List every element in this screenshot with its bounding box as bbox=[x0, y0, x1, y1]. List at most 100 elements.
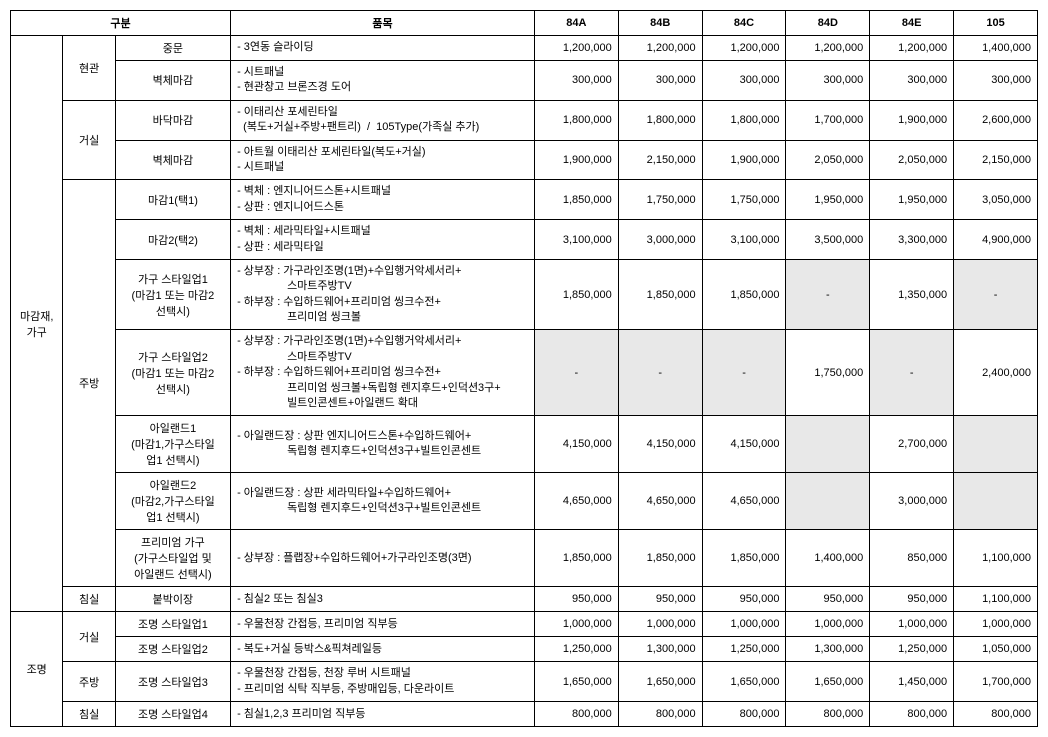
cat3-cell: 조명 스타일업4 bbox=[115, 702, 230, 727]
cat1-finishing: 마감재, 가구 bbox=[11, 36, 63, 612]
price-cell: 2,150,000 bbox=[954, 140, 1038, 180]
price-cell: 1,200,000 bbox=[702, 36, 786, 61]
item-desc: - 아일랜드장 : 상판 엔지니어드스톤+수입하드웨어+ 독립형 렌지후드+인덕… bbox=[231, 416, 535, 473]
cat3-cell: 아일랜드2 (마감2,가구스타일 업1 선택시) bbox=[115, 473, 230, 530]
desc-line: 스마트주방TV bbox=[237, 350, 528, 365]
price-cell: - bbox=[618, 330, 702, 416]
desc-line: 빌트인콘센트+아일랜드 확대 bbox=[237, 396, 528, 411]
price-cell: 3,100,000 bbox=[534, 220, 618, 260]
price-cell: 1,300,000 bbox=[618, 637, 702, 662]
price-cell: 1,850,000 bbox=[534, 259, 618, 330]
desc-line: - 시트패널 bbox=[237, 65, 528, 80]
header-84a: 84A bbox=[534, 11, 618, 36]
desc-line: - 상부장 : 가구라인조명(1면)+수입행거악세서리+ bbox=[237, 334, 528, 349]
price-cell: 2,400,000 bbox=[954, 330, 1038, 416]
desc-line: 독립형 렌지후드+인덕션3구+빌트인콘센트 bbox=[237, 501, 528, 516]
price-cell: - bbox=[534, 330, 618, 416]
price-cell: 1,250,000 bbox=[870, 637, 954, 662]
cat2-living: 거실 bbox=[63, 100, 115, 180]
desc-line: - 아트월 이태리산 포세린타일(복도+거실) bbox=[237, 145, 528, 160]
price-cell: 1,000,000 bbox=[954, 612, 1038, 637]
item-desc: - 벽체 : 세라믹타일+시트패널 - 상판 : 세라믹타일 bbox=[231, 220, 535, 260]
desc-line: - 이태리산 포세린타일 bbox=[237, 105, 528, 120]
table-row: 주방 조명 스타일업3 - 우물천장 간접등, 천장 루버 시트패널 - 프리미… bbox=[11, 662, 1038, 702]
price-cell: 1,100,000 bbox=[954, 587, 1038, 612]
price-cell: 1,100,000 bbox=[954, 530, 1038, 587]
price-cell: 1,400,000 bbox=[954, 36, 1038, 61]
header-category: 구분 bbox=[11, 11, 231, 36]
price-cell bbox=[954, 473, 1038, 530]
cat3-line: (마감1,가구스타일 bbox=[122, 436, 224, 452]
price-cell: 2,050,000 bbox=[786, 140, 870, 180]
price-cell: 1,850,000 bbox=[618, 259, 702, 330]
desc-line: - 벽체 : 엔지니어드스톤+시트패널 bbox=[237, 184, 528, 199]
price-cell: 4,650,000 bbox=[534, 473, 618, 530]
desc-line: 독립형 렌지후드+인덕션3구+빌트인콘센트 bbox=[237, 444, 528, 459]
table-row: 침실 붙박이장 - 침실2 또는 침실3 950,000 950,000 950… bbox=[11, 587, 1038, 612]
item-desc: - 이태리산 포세린타일 (복도+거실+주방+팬트리) / 105Type(가족… bbox=[231, 100, 535, 140]
price-cell: 300,000 bbox=[702, 61, 786, 101]
desc-line: - 벽체 : 세라믹타일+시트패널 bbox=[237, 224, 528, 239]
cat3-cell: 가구 스타일업2 (마감1 또는 마감2 선택시) bbox=[115, 330, 230, 416]
price-cell: 1,850,000 bbox=[534, 180, 618, 220]
price-cell: 1,800,000 bbox=[702, 100, 786, 140]
price-cell: 1,200,000 bbox=[786, 36, 870, 61]
price-cell: 800,000 bbox=[870, 702, 954, 727]
item-desc: - 시트패널 - 현관창고 브론즈경 도어 bbox=[231, 61, 535, 101]
price-cell: 300,000 bbox=[534, 61, 618, 101]
price-cell: 1,000,000 bbox=[618, 612, 702, 637]
item-desc: - 상부장 : 가구라인조명(1면)+수입행거악세서리+ 스마트주방TV - 하… bbox=[231, 330, 535, 416]
item-desc: - 상부장 : 가구라인조명(1면)+수입행거악세서리+ 스마트주방TV - 하… bbox=[231, 259, 535, 330]
price-cell: 1,950,000 bbox=[870, 180, 954, 220]
header-84e: 84E bbox=[870, 11, 954, 36]
price-cell: 1,850,000 bbox=[702, 259, 786, 330]
table-row: 벽체마감 - 시트패널 - 현관창고 브론즈경 도어 300,000 300,0… bbox=[11, 61, 1038, 101]
table-row: 아일랜드1 (마감1,가구스타일 업1 선택시) - 아일랜드장 : 상판 엔지… bbox=[11, 416, 1038, 473]
price-cell: 1,750,000 bbox=[702, 180, 786, 220]
item-desc: - 상부장 : 플랩장+수입하드웨어+가구라인조명(3면) bbox=[231, 530, 535, 587]
table-row: 가구 스타일업1 (마감1 또는 마감2 선택시) - 상부장 : 가구라인조명… bbox=[11, 259, 1038, 330]
cat3-line: (마감1 또는 마감2 bbox=[122, 287, 224, 303]
cat3-cell: 바닥마감 bbox=[115, 100, 230, 140]
table-row: 주방 마감1(택1) - 벽체 : 엔지니어드스톤+시트패널 - 상판 : 엔지… bbox=[11, 180, 1038, 220]
desc-line: - 우물천장 간접등, 천장 루버 시트패널 bbox=[237, 666, 528, 681]
table-row: 침실 조명 스타일업4 - 침실1,2,3 프리미엄 직부등 800,000 8… bbox=[11, 702, 1038, 727]
price-cell: 1,350,000 bbox=[870, 259, 954, 330]
price-cell: - bbox=[870, 330, 954, 416]
desc-line: - 상판 : 세라믹타일 bbox=[237, 240, 528, 255]
price-cell: 950,000 bbox=[534, 587, 618, 612]
price-cell bbox=[786, 473, 870, 530]
price-cell: 800,000 bbox=[954, 702, 1038, 727]
price-cell: 4,150,000 bbox=[702, 416, 786, 473]
desc-line: - 하부장 : 수입하드웨어+프리미엄 씽크수전+ bbox=[237, 295, 528, 310]
price-cell: - bbox=[954, 259, 1038, 330]
cat3-line: 아일랜드1 bbox=[122, 420, 224, 436]
desc-line: - 하부장 : 수입하드웨어+프리미엄 씽크수전+ bbox=[237, 365, 528, 380]
price-cell: 1,450,000 bbox=[870, 662, 954, 702]
price-cell: 1,300,000 bbox=[786, 637, 870, 662]
price-cell: 950,000 bbox=[870, 587, 954, 612]
price-cell: 1,250,000 bbox=[534, 637, 618, 662]
price-cell: - bbox=[786, 259, 870, 330]
price-cell: 1,750,000 bbox=[786, 330, 870, 416]
table-row: 아일랜드2 (마감2,가구스타일 업1 선택시) - 아일랜드장 : 상판 세라… bbox=[11, 473, 1038, 530]
cat2-kitchen: 주방 bbox=[63, 180, 115, 587]
desc-line: - 프리미엄 식탁 직부등, 주방매입등, 다운라이트 bbox=[237, 682, 528, 697]
desc-line: - 상부장 : 플랩장+수입하드웨어+가구라인조명(3면) bbox=[237, 551, 528, 566]
item-desc: - 침실2 또는 침실3 bbox=[231, 587, 535, 612]
price-cell: 1,850,000 bbox=[618, 530, 702, 587]
item-desc: - 우물천장 간접등, 프리미엄 직부등 bbox=[231, 612, 535, 637]
table-row: 벽체마감 - 아트월 이태리산 포세린타일(복도+거실) - 시트패널 1,90… bbox=[11, 140, 1038, 180]
desc-line: 프리미엄 씽크볼+독립형 렌지후드+인덕션3구+ bbox=[237, 381, 528, 396]
cat3-cell: 조명 스타일업3 bbox=[115, 662, 230, 702]
cat2-kitchen: 주방 bbox=[63, 662, 115, 702]
desc-line: 스마트주방TV bbox=[237, 279, 528, 294]
price-cell: 1,700,000 bbox=[954, 662, 1038, 702]
item-desc: - 3연동 슬라이딩 bbox=[231, 36, 535, 61]
price-cell: 1,050,000 bbox=[954, 637, 1038, 662]
price-cell: 950,000 bbox=[618, 587, 702, 612]
price-cell: 1,650,000 bbox=[702, 662, 786, 702]
cat3-line: 가구 스타일업1 bbox=[122, 271, 224, 287]
cat3-line: 업1 선택시) bbox=[122, 452, 224, 468]
price-cell: 1,950,000 bbox=[786, 180, 870, 220]
